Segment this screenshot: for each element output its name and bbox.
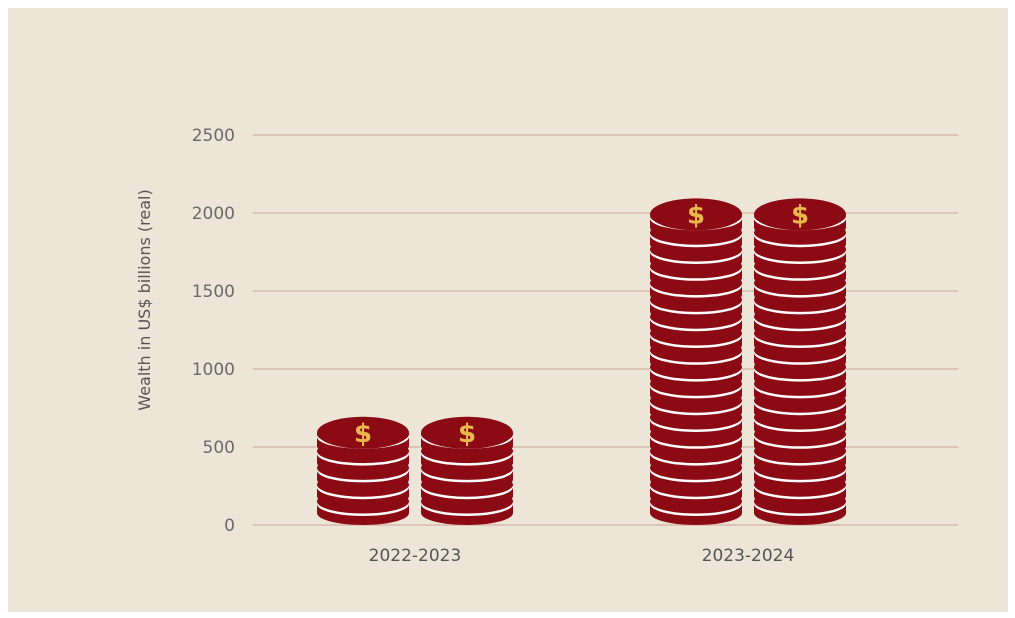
coin-dollar-symbol: $ xyxy=(687,200,705,230)
coin-bars: $ $ $ $ xyxy=(317,198,846,525)
coin-dollar-symbol: $ xyxy=(354,419,372,449)
y-tick-label: 1000 xyxy=(192,360,235,380)
y-tick-label: 2000 xyxy=(192,204,235,224)
coin-stack-2022-2023-1: $ xyxy=(317,416,409,525)
coin-dollar-symbol: $ xyxy=(791,200,809,230)
x-tick-label: 2023-2024 xyxy=(702,546,795,566)
coin-stack-2023-2024-1: $ xyxy=(650,198,742,525)
y-axis-label: Wealth in US$ billions (real) xyxy=(135,189,154,410)
chart-panel: 0 500 1000 1500 2000 2500 Wealth in US$ billi… xyxy=(8,8,1008,612)
chart: 0 500 1000 1500 2000 2500 Wealth in US$ billi… xyxy=(135,126,958,566)
y-tick-label: 500 xyxy=(203,438,235,458)
x-tick-label: 2022-2023 xyxy=(369,546,462,566)
x-tick-labels: 2022-2023 2023-2024 xyxy=(369,546,795,566)
coin-stack-2022-2023-2: $ xyxy=(421,416,513,525)
y-tick-label: 1500 xyxy=(192,282,235,302)
coin-stack-2023-2024-2: $ xyxy=(754,198,846,525)
coin-dollar-symbol: $ xyxy=(458,419,476,449)
y-tick-labels: 0 500 1000 1500 2000 2500 xyxy=(192,126,235,536)
y-tick-label: 2500 xyxy=(192,126,235,146)
y-tick-label: 0 xyxy=(224,516,235,536)
